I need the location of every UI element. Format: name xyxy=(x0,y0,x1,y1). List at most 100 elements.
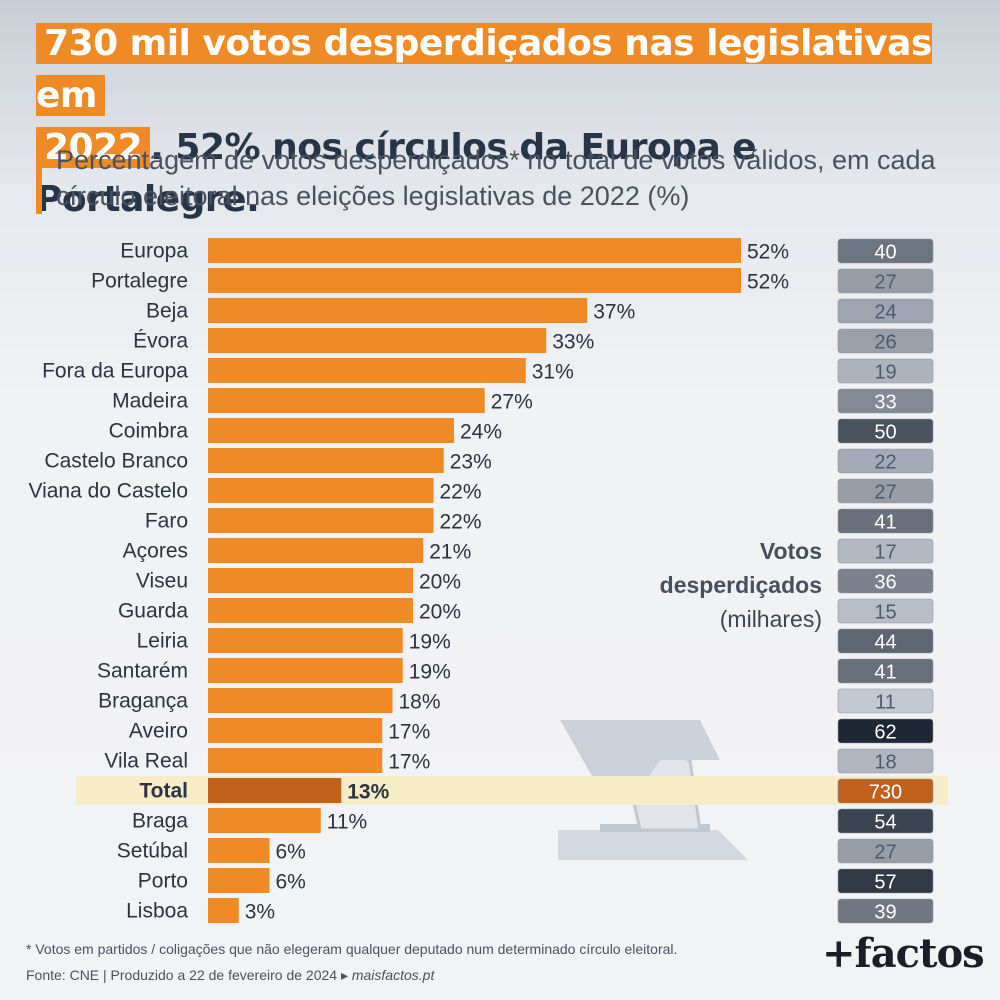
value-label: 20% xyxy=(419,571,461,594)
footnote-link[interactable]: maisfactos.pt xyxy=(351,967,435,983)
votes-box xyxy=(837,598,934,624)
votes-box xyxy=(837,508,934,534)
category-label: Lisboa xyxy=(126,900,188,923)
subtitle: Percentagem de votos desperdiçados* no t… xyxy=(36,142,936,214)
votes-value-label: 24 xyxy=(874,302,896,324)
title: 730 mil votos desperdiçados nas legislat… xyxy=(36,18,976,226)
bar xyxy=(208,718,383,743)
votes-value-label: 27 xyxy=(874,482,896,504)
votes-value-label: 22 xyxy=(874,452,896,474)
votes-value-label: 27 xyxy=(874,842,896,864)
category-label: Leiria xyxy=(137,630,189,653)
value-label: 52% xyxy=(747,271,789,294)
votes-value-label: 41 xyxy=(874,662,896,684)
value-label: 3% xyxy=(245,901,275,924)
value-label: 19% xyxy=(409,631,451,654)
footnote-source-text: Fonte: CNE | Produzido a 22 de fevereiro… xyxy=(26,967,352,983)
votes-box xyxy=(837,568,934,594)
votes-box xyxy=(837,838,934,864)
bar xyxy=(208,748,383,773)
title-line-2: 2022. 52% nos círculos da Europa e Porta… xyxy=(36,122,976,226)
bar xyxy=(208,778,342,803)
votes-label-line-2: desperdiçados xyxy=(659,572,822,598)
votes-value-label: 41 xyxy=(874,512,896,534)
votes-value-label: 57 xyxy=(874,872,896,894)
votes-box xyxy=(837,478,934,504)
category-label: Viana do Castelo xyxy=(28,480,188,503)
value-label: 18% xyxy=(399,691,441,714)
value-label: 17% xyxy=(388,751,430,774)
value-label: 11% xyxy=(327,811,367,834)
votes-box xyxy=(837,448,934,474)
bar xyxy=(208,448,444,473)
votes-value-label: 11 xyxy=(875,692,896,714)
category-label: Bragança xyxy=(98,690,188,713)
bar xyxy=(208,568,413,593)
votes-box xyxy=(837,658,934,684)
category-label: Açores xyxy=(123,540,188,563)
value-label: 21% xyxy=(429,541,471,564)
value-label: 13% xyxy=(347,781,389,804)
total-row-highlight xyxy=(76,776,948,805)
value-label: 19% xyxy=(409,661,451,684)
votes-value-label: 730 xyxy=(869,782,902,804)
votes-box xyxy=(837,868,934,894)
category-label: Guarda xyxy=(118,600,188,623)
votes-box xyxy=(837,748,934,774)
votes-value-label: 40 xyxy=(874,242,896,264)
votes-value-label: 15 xyxy=(874,602,896,624)
bar xyxy=(208,358,526,383)
bar xyxy=(208,808,321,833)
bar xyxy=(208,298,588,323)
votes-value-label: 26 xyxy=(874,332,896,354)
value-label: 27% xyxy=(491,391,533,414)
votes-box xyxy=(837,628,934,654)
bar xyxy=(208,658,403,683)
value-label: 23% xyxy=(450,451,492,474)
bar xyxy=(208,598,413,623)
value-label: 24% xyxy=(460,421,502,444)
category-label: Coimbra xyxy=(109,420,189,443)
value-label: 52% xyxy=(747,241,789,264)
category-label: Portalegre xyxy=(91,270,188,293)
value-label: 22% xyxy=(440,511,482,534)
title-rest: . 52% nos círculos da Europa e Portalegr… xyxy=(36,127,757,220)
votes-value-label: 50 xyxy=(874,422,896,444)
votes-value-label: 17 xyxy=(874,542,896,564)
votes-value-label: 39 xyxy=(874,902,896,924)
footnote-note: * Votos em partidos / coligações que não… xyxy=(26,941,678,957)
votes-value-label: 54 xyxy=(874,812,896,834)
footnote: * Votos em partidos / coligações que não… xyxy=(26,936,677,988)
value-label: 37% xyxy=(593,301,635,324)
bar xyxy=(208,838,270,863)
title-highlight-2: 2022 xyxy=(36,127,151,168)
votes-value-label: 18 xyxy=(874,752,896,774)
votes-value-label: 62 xyxy=(874,722,896,744)
chart-rows: Europa 52% 40 Portalegre 52% 27 Beja 37% 24 Évora… xyxy=(28,238,948,924)
votes-box xyxy=(837,328,934,354)
bar xyxy=(208,898,239,923)
brand-logo: +factos xyxy=(822,930,985,977)
value-label: 20% xyxy=(419,601,461,624)
bar xyxy=(208,328,547,353)
category-label: Évora xyxy=(133,330,188,353)
votes-label-line-1: Votos xyxy=(759,538,822,564)
votes-box xyxy=(837,418,934,444)
votes-value-label: 44 xyxy=(874,632,896,654)
category-label: Beja xyxy=(146,300,188,323)
votes-label-line-3: (milhares) xyxy=(719,606,822,632)
bar xyxy=(208,418,454,443)
category-label: Santarém xyxy=(97,660,188,683)
category-label: Fora da Europa xyxy=(42,360,188,383)
category-label: Braga xyxy=(132,810,188,833)
votes-axis-label: Votos desperdiçados (milhares) xyxy=(640,534,822,636)
votes-box xyxy=(837,298,934,324)
category-label: Porto xyxy=(138,870,188,893)
bar xyxy=(208,268,741,293)
value-label: 17% xyxy=(388,721,430,744)
votes-box xyxy=(837,238,934,264)
footnote-source: Fonte: CNE | Produzido a 22 de fevereiro… xyxy=(26,962,677,988)
votes-value-label: 27 xyxy=(874,272,896,294)
bar xyxy=(208,688,393,713)
